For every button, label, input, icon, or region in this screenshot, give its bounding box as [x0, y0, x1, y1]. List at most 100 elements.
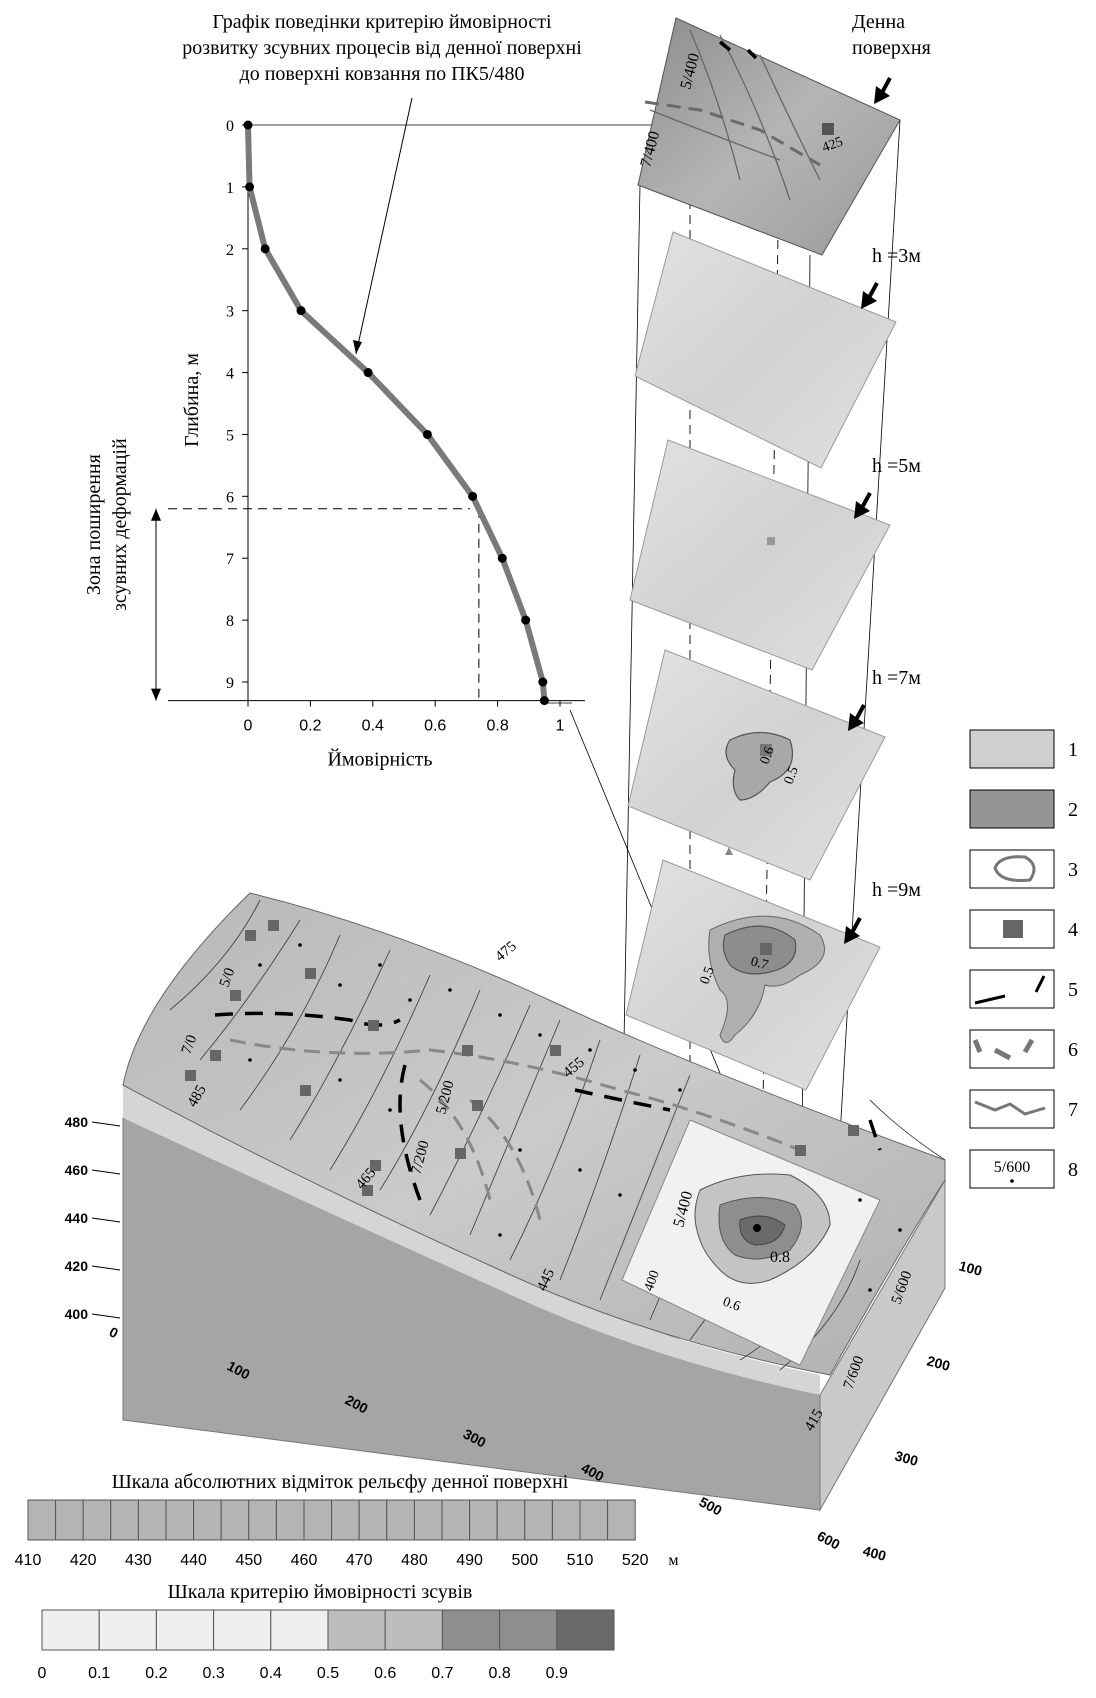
zone-label-line: Зона поширення: [83, 454, 105, 595]
relief-tick-label: 460: [291, 1552, 318, 1569]
probability-cell: [556, 1609, 615, 1651]
probability-cell: [499, 1609, 558, 1651]
x-tick-label: 0.4: [362, 718, 384, 735]
relief-tick-label: 420: [70, 1552, 97, 1569]
relief-tick-label: 470: [346, 1552, 373, 1569]
legend-scarp: [1034, 975, 1046, 993]
contour-50: 5/0: [217, 966, 239, 989]
chart-title-line: Графік поведінки критерію ймовірності: [212, 11, 552, 33]
legend-number: 6: [1068, 1039, 1078, 1061]
slice-9m: 0.7 0.5: [625, 859, 881, 1091]
probability-tick-label: 0.9: [546, 1665, 568, 1682]
legend-box-2: [969, 789, 1055, 829]
slice-arrow-head: [854, 501, 870, 519]
relief-cell: [248, 1499, 277, 1541]
x-tick-label: 0.8: [486, 718, 508, 735]
curve-point: [245, 182, 255, 192]
legend-number: 4: [1068, 919, 1078, 941]
slice-7m-label-1: 0.6: [758, 745, 778, 767]
legend-point-dot: [1010, 1179, 1014, 1183]
relief-cell: [303, 1499, 333, 1541]
relief-tick-label: 450: [235, 1552, 262, 1569]
slice-7m: 0.6 0.5: [627, 649, 886, 881]
probability-cell: [384, 1609, 443, 1651]
legend-crack: [993, 1047, 1012, 1061]
block-contours: [169, 899, 946, 1371]
legend-box-1: [969, 729, 1055, 769]
relief-cell: [110, 1499, 139, 1541]
legend-number: 3: [1068, 859, 1078, 881]
depth-slices: 5/400 7/400 425 0.6 0.5 0.7: [548, 11, 931, 1366]
legend-square: [1003, 920, 1023, 938]
x-tick-label: 0.6: [424, 718, 446, 735]
zone-arrow-top: [151, 508, 161, 521]
legend-number: 1: [1068, 739, 1078, 761]
slice-9m-label-2: 0.5: [698, 965, 718, 987]
relief-cell: [496, 1499, 526, 1541]
probability-tick-label: 0.3: [202, 1665, 224, 1682]
slice-arrow-head: [848, 713, 864, 731]
relief-cell: [193, 1499, 222, 1541]
relief-tick-label: 410: [15, 1552, 42, 1569]
x-tick-label: 0: [244, 718, 253, 735]
probability-tick-label: 0.1: [88, 1665, 110, 1682]
relief-cell: [469, 1499, 498, 1541]
contour-70: 7/0: [179, 1033, 201, 1056]
curve-point: [497, 553, 507, 563]
legend-scarp: [974, 994, 1006, 1005]
panel-label-06: 0.6: [721, 1295, 743, 1315]
contour-475: 475: [492, 938, 520, 965]
slice-depth-label: h =7м: [872, 667, 921, 689]
chart-title: Графік поведінки критерію ймовірності роз…: [182, 11, 582, 85]
relief-tick-label: 480: [401, 1552, 428, 1569]
y-tick-label: 6: [226, 489, 234, 506]
color-scales: Шкала абсолютних відміток рельєфу денної…: [15, 1471, 679, 1682]
surface-label-line: поверхня: [852, 37, 931, 59]
probability-tick-label: 0.2: [145, 1665, 167, 1682]
slice-depth-label: h =3м: [872, 245, 921, 267]
slice-depth-label: h =5м: [872, 455, 921, 477]
relief-cell: [524, 1499, 553, 1541]
x-tick-label: 0.2: [299, 718, 321, 735]
legend-point-text: 5/600: [994, 1159, 1030, 1176]
relief-cell: [413, 1499, 443, 1541]
block-side-face: [819, 1178, 946, 1512]
legend-box-6: [969, 1029, 1055, 1069]
legend-number: 7: [1068, 1099, 1078, 1121]
probability-scale-title: Шкала критерію ймовірності зсувів: [168, 1581, 473, 1603]
legend-loop: [993, 855, 1036, 882]
y-tick-label: 400: [861, 1542, 888, 1564]
z-tick: [91, 1265, 121, 1271]
slice-7m-label-2: 0.5: [782, 765, 802, 787]
curve-point: [296, 306, 306, 316]
slice-5m: [629, 439, 891, 671]
panel-label-08: 0.8: [770, 1249, 790, 1266]
y-tick-label: 1: [226, 180, 234, 197]
relief-tick-label: 500: [511, 1552, 538, 1569]
y-tick-label: 3: [226, 304, 234, 321]
probability-cell: [441, 1609, 501, 1651]
probability-tick-label: 0.6: [374, 1665, 396, 1682]
y-tick-label: 0: [226, 118, 234, 135]
y-tick-label: 100: [957, 1257, 984, 1279]
y-tick-label: 7: [226, 551, 234, 568]
relief-tick-label: 430: [125, 1552, 152, 1569]
relief-cell: [220, 1499, 250, 1541]
block-probability-panel: 0.8 0.6 5/400 400: [621, 1119, 881, 1366]
curve-point: [468, 491, 478, 501]
slice-3m: [634, 231, 897, 469]
y-axis-label: Глибина, м: [181, 353, 203, 447]
y-tick-label: 5: [226, 427, 234, 444]
relief-tick-label: 440: [180, 1552, 207, 1569]
legend: 1 2 3 4 5 6 7 5/600 8: [969, 729, 1078, 1189]
z-tick: [91, 1313, 121, 1319]
curve-point: [521, 615, 531, 625]
relief-scale-title: Шкала абсолютних відміток рельєфу денної…: [112, 1471, 569, 1493]
legend-number: 5: [1068, 979, 1078, 1001]
surface-label-line: Денна: [852, 11, 905, 33]
chart-guides: [168, 508, 480, 702]
x-tick-label: 1: [556, 718, 565, 735]
block-edge-band: [123, 1085, 820, 1395]
slice-labels: Денна поверхня h =3м h =5м h =7м h =9м: [844, 11, 931, 944]
